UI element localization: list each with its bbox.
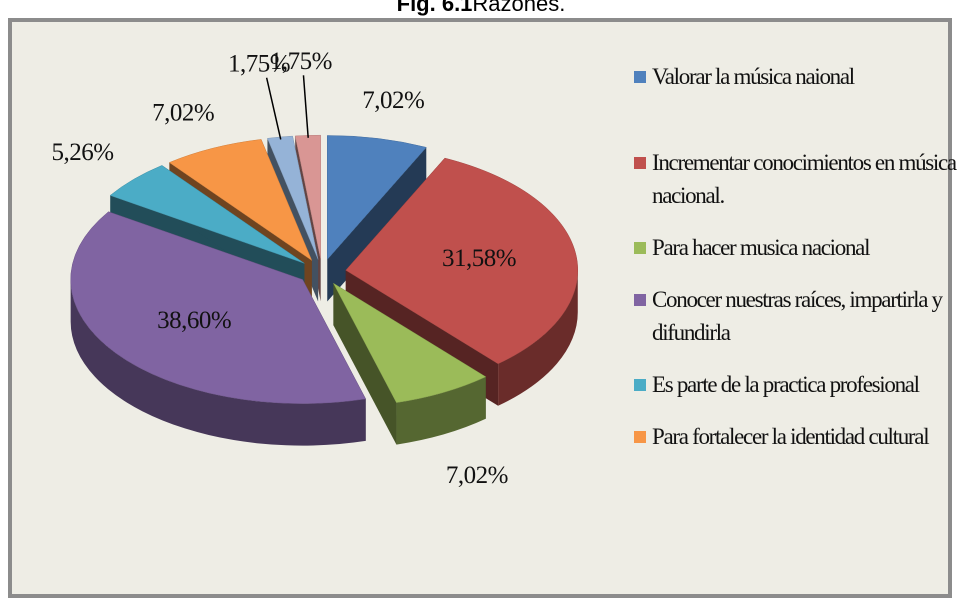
leader-line [302,75,309,138]
legend-entry: Es parte de la practica profesional [634,368,959,401]
slice [332,282,487,445]
slice-side [70,279,366,446]
data-label: 5,26% [52,139,114,166]
slice-top [168,139,313,262]
legend-entry: Conocer nuestras raíces, impartirla y di… [634,283,959,349]
data-label: 7,02% [152,99,214,126]
legend-entry: Incrementar conocimientos en música naci… [634,146,959,212]
data-label: 1,75% [270,48,332,75]
leader-line [265,77,282,140]
legend-label: Conocer nuestras raíces, impartirla y di… [652,287,943,345]
data-label: 7,02% [362,87,424,114]
chart-title: Razones. [472,0,566,16]
slice [70,211,367,446]
slice-top [332,282,487,403]
legend-entry: Para hacer musica nacional [634,231,959,264]
slice-top [109,165,305,264]
slice-top [327,135,427,261]
legend-label: Para hacer musica nacional [652,235,870,260]
slice-top [70,211,367,404]
legend-label: Es parte de la practica profesional [652,372,920,397]
data-label: 1,75% [228,50,290,77]
slice-side [498,270,578,406]
legend-swatch [634,157,646,169]
legend-label: Para fortalecer la identidad cultural [652,424,930,449]
slice-side [396,376,486,445]
legend-swatch [634,379,646,391]
legend-swatch [634,294,646,306]
title: Fig. 6.1Razones. [0,0,962,17]
slice-top [345,157,579,365]
data-label: 31,58% [442,245,516,272]
legend-swatch [634,242,646,254]
legend-swatch [634,71,646,83]
legend-entry: Valorar la música naional [634,60,959,93]
legend: Valorar la música naional Incrementar con… [634,60,959,472]
legend-label: Valorar la música naional [652,64,855,89]
legend-label: Incrementar conocimientos en música naci… [652,150,957,208]
legend-entry: Para fortalecer la identidad cultural [634,420,959,453]
data-label: 7,02% [446,462,508,489]
legend-swatch [634,431,646,443]
slice-wall [333,283,397,445]
figure-label: Fig. 6.1 [396,0,473,16]
data-label: 38,60% [157,307,231,334]
